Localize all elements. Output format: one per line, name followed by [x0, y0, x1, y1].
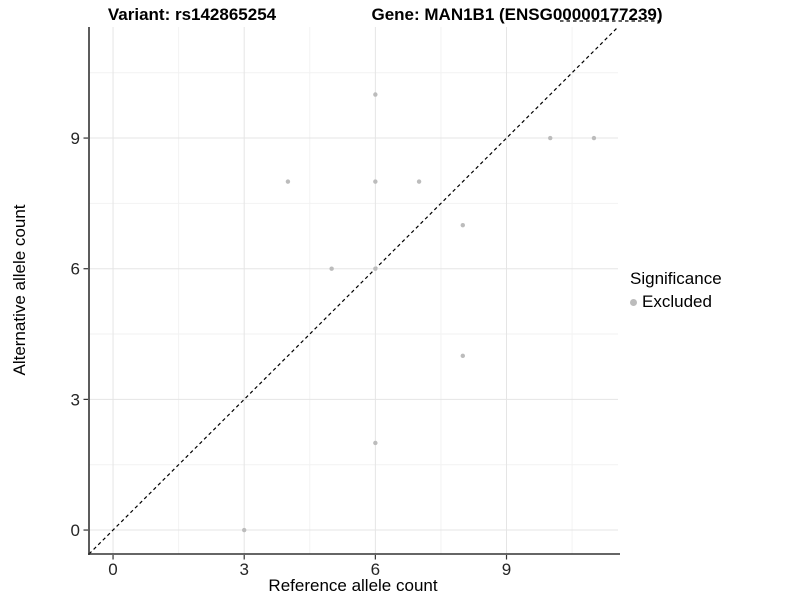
x-tick-label: 6: [371, 560, 380, 579]
identity-line: [88, 26, 619, 555]
data-point: [460, 222, 465, 228]
data-point: [242, 527, 247, 533]
x-axis-title: Reference allele count: [268, 576, 438, 595]
legend: Significance Excluded: [630, 269, 722, 312]
y-tick-label: 6: [71, 260, 80, 279]
y-axis-title: Alternative allele count: [10, 204, 29, 376]
data-point: [285, 179, 291, 184]
data-point: [373, 92, 378, 97]
y-tick-label: 0: [71, 521, 80, 540]
y-tick-label: 9: [71, 129, 80, 148]
legend-entry-excluded: Excluded: [630, 292, 722, 312]
data-point: [460, 353, 465, 359]
data-point: [373, 440, 378, 446]
legend-entry-label: Excluded: [642, 292, 712, 311]
data-point: [591, 135, 597, 141]
data-point: [329, 266, 334, 271]
data-point: [373, 179, 378, 184]
variant-title: Variant: rs142865254: [107, 5, 277, 24]
x-tick-label: 9: [502, 560, 511, 579]
x-tick-label: 0: [108, 560, 117, 579]
legend-title: Significance: [630, 269, 722, 288]
x-tick-label: 3: [239, 560, 248, 579]
excluded-point-swatch-icon: [630, 298, 637, 306]
data-point: [548, 135, 553, 141]
y-tick-label: 3: [71, 390, 80, 409]
gene-title: Gene: MAN1B1 (ENSG00000177239): [371, 5, 663, 24]
data-point: [373, 266, 378, 271]
data-point: [416, 179, 422, 184]
